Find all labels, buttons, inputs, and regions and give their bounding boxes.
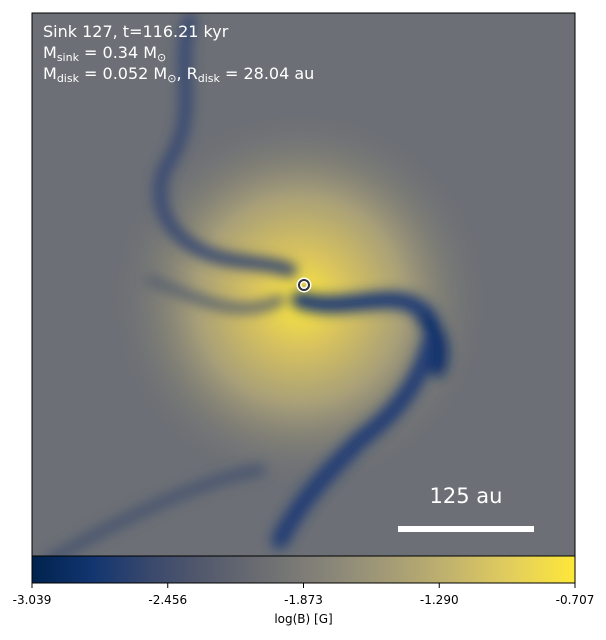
colorbar-tick-label: -1.290 (420, 593, 459, 607)
annotation-line: Sink 127, t=116.21 kyr (43, 22, 229, 41)
text-part: = 28.04 au (220, 64, 314, 83)
scale-bar-label: 125 au (430, 484, 503, 508)
subscript: disk (198, 72, 221, 85)
text-part: M (43, 43, 57, 62)
subscript: ⊙ (157, 51, 166, 64)
text-part: = 0.052 M (79, 64, 167, 83)
text-part: M (43, 64, 57, 83)
annotation-line: Msink = 0.34 M⊙ (43, 43, 166, 64)
text-part: Sink 127, t=116.21 kyr (43, 22, 229, 41)
colorbar-tick-label: -2.456 (148, 593, 187, 607)
colorbar-tick-label: -1.873 (284, 593, 323, 607)
colorbar-tick-label: -0.707 (556, 593, 595, 607)
text-part: , R (176, 64, 197, 83)
field-image (32, 13, 575, 556)
text-part: = 0.34 M (79, 43, 157, 62)
colorbar (31, 555, 576, 584)
annotation-line: Mdisk = 0.052 M⊙, Rdisk = 28.04 au (43, 64, 314, 85)
colorbar-label: log(B) [G] (274, 612, 332, 626)
colorbar-tick-label: -3.039 (13, 593, 52, 607)
subscript: ⊙ (167, 72, 176, 85)
subscript: disk (57, 72, 80, 85)
subscript: sink (57, 51, 80, 64)
sink-marker-core (298, 279, 310, 291)
